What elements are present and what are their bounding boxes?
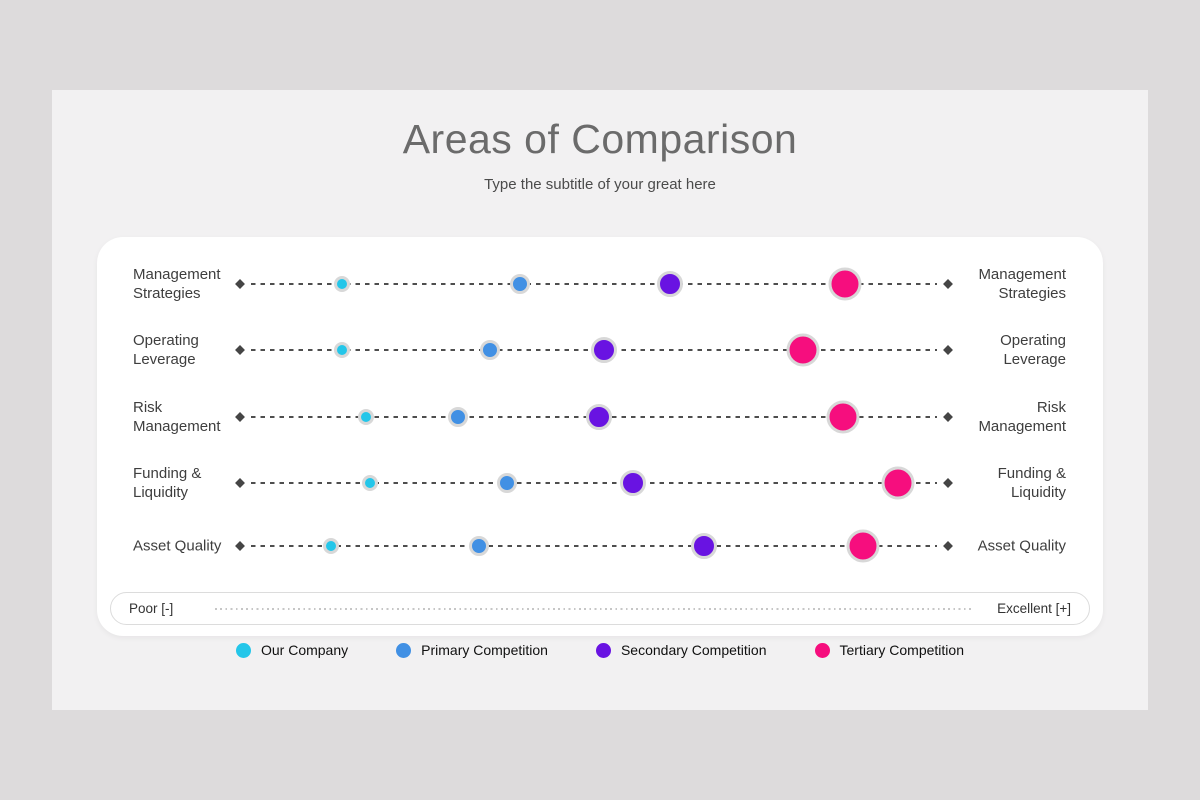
- data-point-dot: [496, 473, 517, 493]
- row-track: [235, 526, 953, 566]
- comparison-row: Risk Management Risk Management: [97, 397, 1103, 437]
- slide-panel: Areas of Comparison Type the subtitle of…: [52, 90, 1148, 710]
- legend-swatch-icon: [396, 642, 412, 658]
- legend-label: Tertiary Competition: [839, 642, 965, 658]
- comparison-row: Operating Leverage Operating Leverage: [97, 330, 1103, 370]
- legend-label: Secondary Competition: [620, 642, 767, 658]
- data-point-dot: [333, 276, 350, 292]
- row-label-left: Risk Management: [133, 399, 221, 435]
- row-label-right: Funding & Liquidity: [997, 465, 1066, 501]
- legend-swatch-icon: [595, 642, 611, 658]
- data-point-dot: [333, 342, 350, 358]
- data-point-dot: [690, 533, 717, 559]
- legend-label: Primary Competition: [421, 642, 548, 658]
- row-label-right: Asset Quality: [977, 537, 1066, 555]
- row-label-left: Operating Leverage: [133, 332, 199, 368]
- dashed-line: [251, 545, 937, 547]
- row-label-left: Asset Quality: [133, 537, 222, 555]
- page-subtitle: Type the subtitle of your great here: [484, 176, 716, 193]
- legend-swatch-icon: [235, 642, 251, 658]
- scale-dotted-line: [215, 607, 974, 610]
- data-point-dot: [619, 470, 646, 496]
- scale-bar: Poor [-] Excellent [+]: [110, 592, 1090, 625]
- data-point-dot: [846, 529, 880, 563]
- data-point-dot: [881, 466, 915, 500]
- data-point-dot: [828, 267, 862, 301]
- data-point-dot: [590, 337, 617, 363]
- page-title: Areas of Comparison: [402, 116, 798, 162]
- data-point-dot: [448, 407, 469, 427]
- legend-item: Secondary Competition: [595, 642, 767, 658]
- row-track: [235, 330, 953, 370]
- row-track: [235, 463, 953, 503]
- row-label-right: Operating Leverage: [1000, 332, 1066, 368]
- data-point-dot: [362, 475, 379, 491]
- data-point-dot: [469, 536, 490, 556]
- data-point-dot: [786, 333, 820, 367]
- legend-label: Our Company: [260, 642, 349, 658]
- row-label-left: Management Strategies: [133, 266, 221, 302]
- scale-min-label: Poor [-]: [129, 601, 174, 616]
- data-point-dot: [479, 340, 500, 360]
- data-point-dot: [323, 538, 340, 554]
- scale-max-label: Excellent [+]: [997, 601, 1071, 616]
- legend-swatch-icon: [814, 642, 830, 658]
- dashed-line: [251, 482, 937, 484]
- comparison-row: Funding & Liquidity Funding & Liquidity: [97, 463, 1103, 503]
- data-point-dot: [826, 400, 860, 434]
- row-track: [235, 397, 953, 437]
- legend-item: Primary Competition: [396, 642, 548, 658]
- dashed-line: [251, 283, 937, 285]
- row-label-right: Risk Management: [978, 399, 1066, 435]
- data-point-dot: [656, 271, 683, 297]
- row-track: [235, 264, 953, 304]
- legend-item: Our Company: [235, 642, 349, 658]
- row-label-right: Management Strategies: [978, 266, 1066, 302]
- comparison-row: Management Strategies Management Strategi…: [97, 264, 1103, 304]
- data-point-dot: [585, 404, 612, 430]
- row-label-left: Funding & Liquidity: [133, 465, 202, 501]
- data-point-dot: [509, 274, 530, 294]
- legend-item: Tertiary Competition: [814, 642, 965, 658]
- chart-legend: Our Company Primary Competition Secondary …: [52, 642, 1148, 658]
- data-point-dot: [358, 409, 375, 425]
- comparison-chart-card: Management Strategies Management Strategi…: [97, 237, 1103, 636]
- comparison-row: Asset Quality Asset Quality: [97, 526, 1103, 566]
